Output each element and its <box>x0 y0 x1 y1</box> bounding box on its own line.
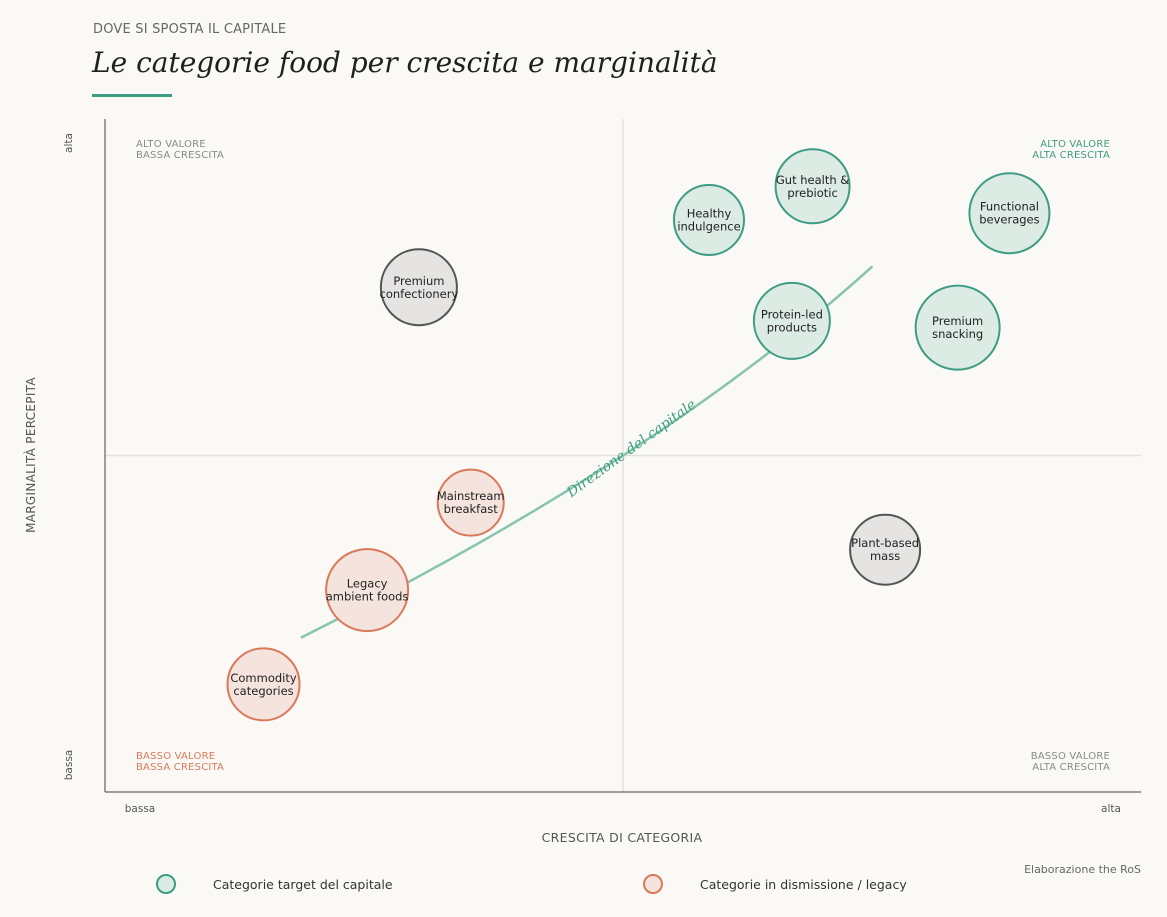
bubble-target <box>968 172 1051 255</box>
legend-label-target: Categorie target del capitale <box>213 876 393 892</box>
bubble-target <box>752 281 831 360</box>
bubble-label: Premium <box>393 274 444 288</box>
bubble-neutral <box>379 248 458 327</box>
bubble-label: beverages <box>979 213 1039 227</box>
bubble-label: products <box>767 320 817 334</box>
bubble-label: Gut health & <box>776 173 849 187</box>
y-axis-label: MARGINALITÀ PERCEPITA <box>24 377 38 533</box>
quadrant-label-bottom-left: BASSO VALORE <box>136 751 215 762</box>
quadrant-label-top-left: BASSA CRESCITA <box>136 150 224 161</box>
bubble-label: categories <box>233 684 293 698</box>
bubble-label: confectionery <box>380 287 459 301</box>
quadrant-label-top-right: ALTO VALORE <box>1040 139 1110 150</box>
bubble-label: Protein-led <box>761 307 823 321</box>
bubble-target <box>914 284 1001 371</box>
bubble-label: Healthy <box>687 206 732 220</box>
bubble-legacy <box>436 468 505 537</box>
legend-swatch-legacy <box>643 874 663 894</box>
bubble-label: Functional <box>980 200 1039 214</box>
bubble-target <box>672 183 745 256</box>
quadrant-label-top-left: ALTO VALORE <box>136 139 206 150</box>
bubble-target <box>774 148 851 225</box>
quadrant-label-top-right: ALTA CRESCITA <box>1032 150 1110 161</box>
bubble-legacy <box>226 647 301 722</box>
source-note: Elaborazione the RoS <box>1024 863 1141 876</box>
y-tick-label: alta <box>63 133 75 153</box>
bubble-label: mass <box>870 549 900 563</box>
bubble-label: Premium <box>932 314 983 328</box>
quadrant-label-bottom-right: ALTA CRESCITA <box>1032 762 1110 773</box>
legend-item-target: Categorie target del capitale <box>156 874 393 894</box>
bubble-label: Mainstream <box>437 489 505 503</box>
title-underline <box>92 94 172 97</box>
bubble-label: snacking <box>932 327 983 341</box>
legend-swatch-target <box>156 874 176 894</box>
bubble-label: prebiotic <box>787 186 837 200</box>
x-axis-label: CRESCITA DI CATEGORIA <box>541 830 703 845</box>
y-tick-label: bassa <box>63 750 75 780</box>
bubble-neutral <box>849 513 922 586</box>
bubble-label: breakfast <box>444 502 499 516</box>
bubble-label: Plant-based <box>851 536 919 550</box>
quadrant-label-bottom-left: BASSA CRESCITA <box>136 762 224 773</box>
bubble-label: Legacy <box>347 577 388 591</box>
legend-item-legacy: Categorie in dismissione / legacy <box>643 874 907 894</box>
quadrant-label-bottom-right: BASSO VALORE <box>1031 751 1110 762</box>
bubble-label: Commodity <box>230 671 297 685</box>
chart-kicker: DOVE SI SPOSTA IL CAPITALE <box>93 22 287 37</box>
x-tick-label: bassa <box>125 803 155 815</box>
trend-label: Direzione del capitale <box>563 397 699 502</box>
x-tick-label: alta <box>1101 803 1121 815</box>
bubble-label: ambient foods <box>326 590 409 604</box>
legend-label-legacy: Categorie in dismissione / legacy <box>700 876 907 892</box>
bubble-label: indulgence <box>677 219 740 233</box>
bubble-legacy <box>325 548 410 633</box>
chart-title: Le categorie food per crescita e margina… <box>92 46 718 79</box>
